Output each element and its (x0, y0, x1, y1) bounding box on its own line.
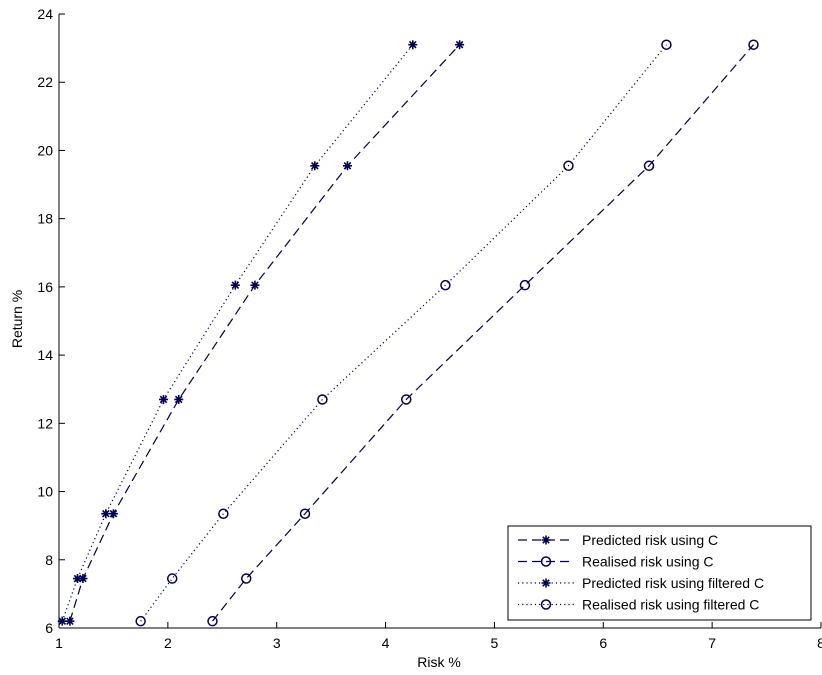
series-4 (135, 39, 672, 627)
x-tick-label: 2 (164, 635, 172, 651)
y-tick-label: 8 (45, 552, 53, 568)
data-point (240, 573, 252, 584)
data-point (174, 394, 184, 404)
data-point (455, 40, 465, 50)
legend-marker (541, 578, 551, 588)
data-point (563, 160, 574, 172)
legend-box (507, 525, 812, 621)
series-3 (57, 40, 418, 626)
y-tick-label: 24 (37, 6, 53, 22)
x-tick-label: 4 (382, 635, 390, 651)
data-point (519, 279, 531, 291)
y-tick-label: 12 (37, 415, 53, 431)
legend-entry: Realised risk using filtered C (518, 597, 759, 613)
y-tick-label: 10 (37, 484, 53, 500)
data-point (159, 394, 169, 404)
legend-label: Predicted risk using filtered C (582, 575, 764, 591)
series-1 (65, 40, 465, 626)
data-point (207, 615, 218, 627)
data-point (166, 573, 178, 584)
data-point (643, 160, 655, 172)
plot-series (57, 39, 759, 627)
x-tick-label: 3 (273, 635, 281, 651)
legend-marker (540, 556, 552, 567)
x-axis-label: Risk % (417, 654, 461, 670)
data-point (78, 574, 88, 584)
legend: Predicted risk using C Realised risk usin… (507, 525, 812, 621)
data-point (101, 509, 111, 519)
data-point (218, 508, 229, 519)
x-tick-label: 5 (491, 635, 499, 651)
data-point (57, 616, 67, 626)
x-tick-label: 8 (817, 635, 822, 651)
y-tick-label: 20 (37, 142, 53, 158)
y-tick-label: 22 (37, 74, 53, 90)
y-tick-label: 18 (37, 211, 53, 227)
data-point (408, 40, 418, 50)
data-point (108, 509, 118, 519)
x-tick-label: 1 (55, 635, 63, 651)
legend-entry: Predicted risk using C (518, 532, 718, 548)
data-point (748, 39, 759, 50)
data-point (342, 161, 352, 171)
data-point (310, 161, 320, 171)
data-point (440, 279, 451, 291)
y-tick-label: 14 (37, 347, 53, 363)
legend-label: Predicted risk using C (582, 532, 718, 548)
series-line (140, 44, 667, 622)
legend-label: Realised risk using filtered C (582, 597, 759, 613)
y-tick-label: 6 (45, 620, 53, 636)
data-point (317, 394, 328, 405)
series-line (61, 44, 414, 622)
legend-label: Realised risk using C (582, 554, 714, 570)
data-point (250, 280, 260, 290)
legend-entry: Realised risk using C (518, 554, 714, 570)
y-axis-label: Return % (9, 290, 25, 348)
data-point (299, 508, 311, 519)
data-point (661, 39, 672, 50)
data-point (135, 615, 146, 627)
data-point (401, 394, 412, 405)
y-tick-label: 16 (37, 279, 53, 295)
x-tick-label: 6 (599, 635, 607, 651)
legend-marker (540, 599, 552, 610)
legend-marker (541, 535, 551, 545)
legend-entry: Predicted risk using filtered C (518, 575, 764, 591)
series-line (212, 44, 754, 622)
series-2 (207, 39, 759, 627)
data-point (73, 574, 83, 584)
x-tick-label: 7 (708, 635, 716, 651)
data-point (65, 616, 75, 626)
data-point (230, 280, 240, 290)
series-line (69, 44, 461, 622)
